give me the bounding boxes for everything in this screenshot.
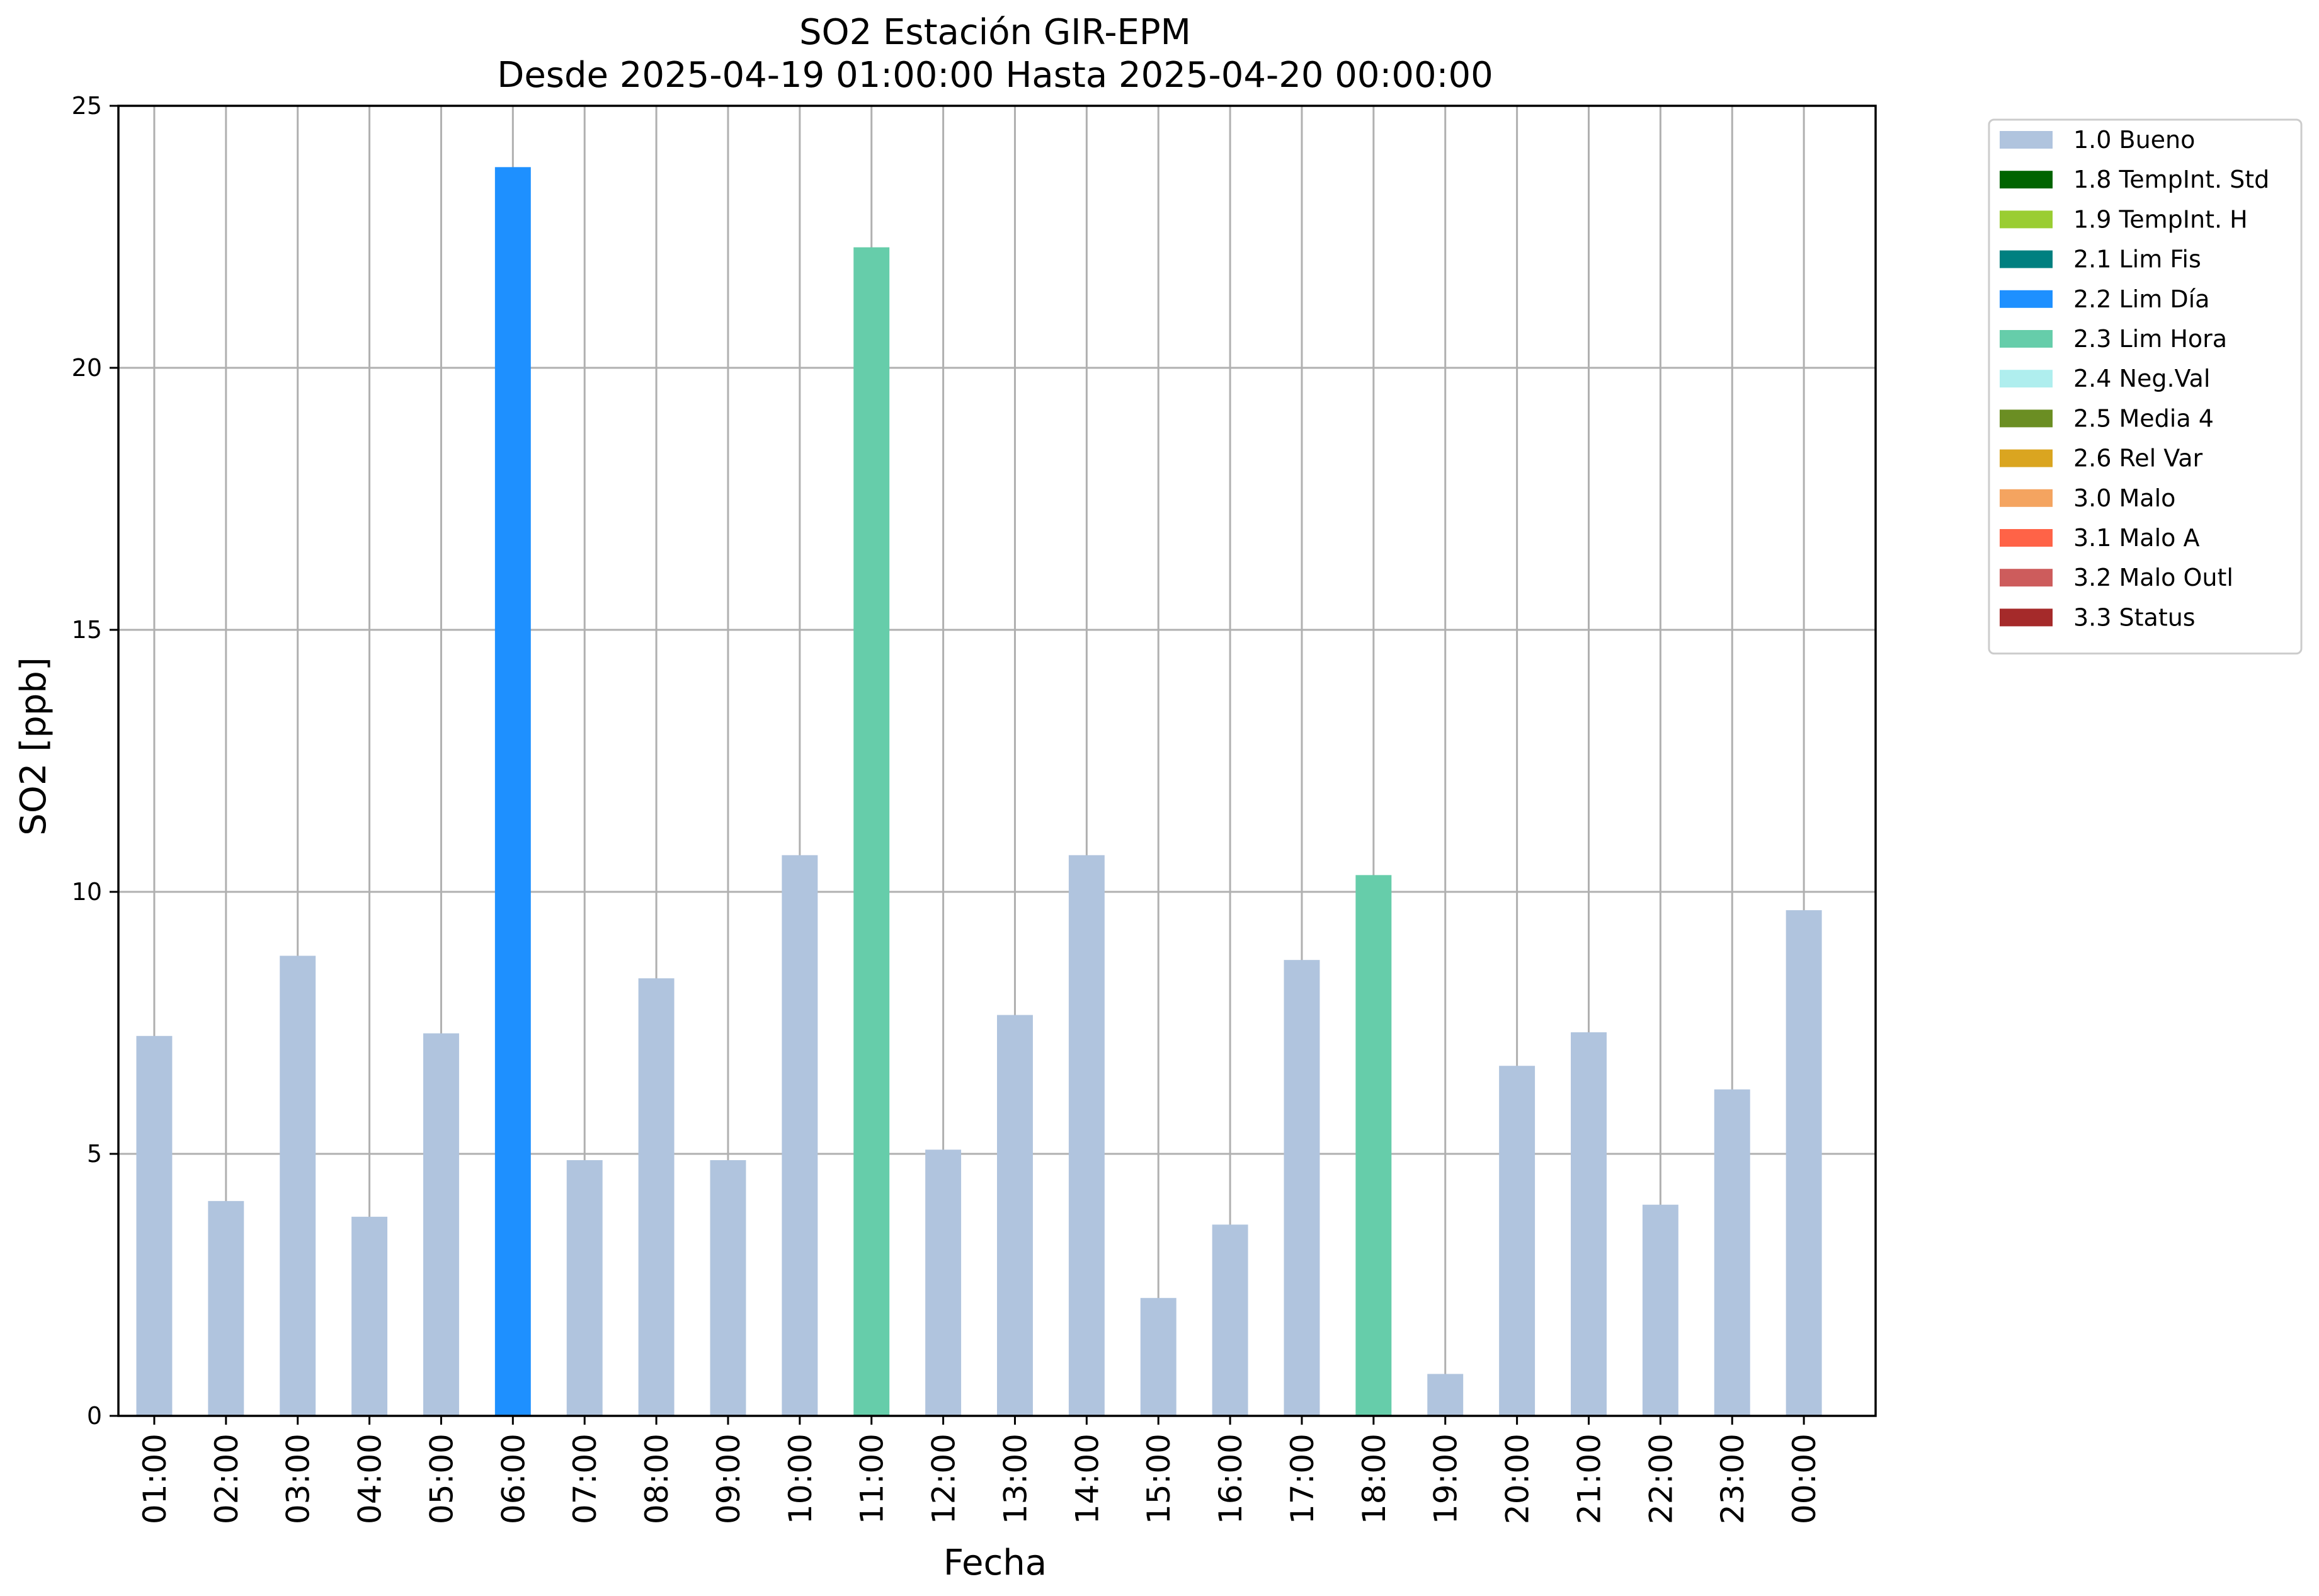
axes: [117, 105, 1877, 1417]
x-tick-label: 23:00: [1714, 1434, 1751, 1524]
legend-swatch: [2000, 171, 2053, 189]
bar-18:00: [1355, 875, 1392, 1416]
bar-02:00: [208, 1200, 244, 1416]
legend-frame: [1988, 118, 2303, 655]
bar-08:00: [638, 978, 675, 1416]
bar-05:00: [423, 1033, 459, 1416]
legend-swatch: [2000, 330, 2053, 348]
legend-swatch: [2000, 569, 2053, 587]
x-tick-label: 20:00: [1500, 1434, 1536, 1524]
x-tick-label: 06:00: [495, 1434, 532, 1524]
bars: [136, 167, 1822, 1416]
x-tick-label: 12:00: [926, 1434, 962, 1524]
bar-06:00: [494, 167, 531, 1416]
bar-13:00: [997, 1015, 1033, 1416]
bar-15:00: [1140, 1297, 1177, 1416]
legend-label: 3.2 Malo Outl: [2073, 564, 2233, 591]
y-axis-label: SO2 [ppb]: [13, 657, 54, 835]
x-tick-label: 22:00: [1643, 1434, 1679, 1524]
legend-swatch: [2000, 409, 2053, 428]
bar-23:00: [1714, 1089, 1750, 1416]
x-tick-label: 04:00: [352, 1434, 389, 1524]
legend-label: 1.0 Bueno: [2073, 126, 2195, 154]
chart-subtitle: Desde 2025-04-19 01:00:00 Hasta 2025-04-…: [497, 55, 1493, 96]
x-tick-label: 21:00: [1571, 1434, 1607, 1524]
bar-07:00: [566, 1160, 603, 1416]
bar-22:00: [1642, 1204, 1678, 1416]
y-tick-label: 0: [87, 1402, 102, 1430]
x-tick-label: 19:00: [1428, 1434, 1464, 1524]
legend-swatch: [2000, 489, 2053, 507]
legend: 1.0 Bueno 1.8 TempInt. Std 1.9 TempInt. H 2…: [1988, 118, 2303, 655]
bar-14:00: [1068, 855, 1105, 1416]
x-tick-label: 13:00: [997, 1434, 1034, 1524]
chart-title: SO2 Estación GIR-EPM: [799, 12, 1191, 53]
legend-swatch: [2000, 370, 2053, 388]
x-tick-label: 00:00: [1786, 1434, 1823, 1524]
bar-09:00: [710, 1160, 746, 1416]
bar-19:00: [1427, 1374, 1464, 1416]
x-tick-label: 18:00: [1356, 1434, 1393, 1524]
x-tick-label: 15:00: [1141, 1434, 1177, 1524]
legend-label: 2.6 Rel Var: [2073, 445, 2203, 472]
y-tick-label: 10: [72, 878, 102, 906]
bar-11:00: [853, 247, 890, 1416]
legend-label: 2.5 Media 4: [2073, 404, 2214, 432]
y-tick-label: 25: [72, 92, 102, 120]
bar-03:00: [280, 955, 316, 1416]
plot-frame: [117, 105, 1877, 1417]
legend-label: 1.9 TempInt. H: [2073, 205, 2248, 233]
bar-10:00: [782, 855, 818, 1416]
x-tick-label: 01:00: [137, 1434, 173, 1524]
bar-00:00: [1786, 910, 1822, 1416]
bar-12:00: [925, 1149, 962, 1416]
bar-01:00: [136, 1035, 173, 1416]
legend-swatch: [2000, 608, 2053, 627]
x-tick-label: 09:00: [710, 1434, 747, 1524]
legend-label: 3.0 Malo: [2073, 484, 2175, 512]
x-tick-label: 08:00: [639, 1434, 675, 1524]
legend-label: 2.4 Neg.Val: [2073, 365, 2210, 392]
legend-swatch: [2000, 210, 2053, 229]
x-tick-label: 03:00: [280, 1434, 317, 1524]
bar-17:00: [1284, 960, 1320, 1416]
y-tick-label: 20: [72, 354, 102, 382]
x-axis-label: Fecha: [943, 1542, 1047, 1583]
x-tick-label: 10:00: [782, 1434, 819, 1524]
legend-swatch: [2000, 290, 2053, 308]
x-tick-label: 07:00: [567, 1434, 603, 1524]
bar-16:00: [1212, 1224, 1248, 1416]
legend-label: 2.3 Lim Hora: [2073, 325, 2227, 353]
y-ticks: 0 5 10 15 20 25: [72, 92, 118, 1430]
bar-21:00: [1571, 1032, 1607, 1416]
legend-label: 3.3 Status: [2073, 603, 2196, 631]
x-ticks: 01:00 02:00 03:00 04:00 05:00 06:00 07:00 08:00…: [137, 1416, 1823, 1524]
x-tick-label: 05:00: [423, 1434, 460, 1524]
legend-swatch: [2000, 529, 2053, 547]
legend-label: 3.1 Malo A: [2073, 524, 2199, 552]
y-tick-label: 5: [87, 1140, 102, 1168]
legend-label: 1.8 TempInt. Std: [2073, 166, 2269, 193]
x-tick-label: 17:00: [1284, 1434, 1321, 1524]
legend-swatch: [2000, 250, 2053, 268]
legend-swatch: [2000, 449, 2053, 467]
y-tick-label: 15: [72, 616, 102, 644]
bar-20:00: [1499, 1066, 1536, 1416]
legend-swatch: [2000, 131, 2053, 149]
x-tick-label: 11:00: [854, 1434, 891, 1524]
bar-04:00: [351, 1216, 388, 1416]
x-tick-label: 02:00: [208, 1434, 245, 1524]
legend-label: 2.1 Lim Fis: [2073, 246, 2201, 273]
x-tick-label: 14:00: [1069, 1434, 1105, 1524]
legend-label: 2.2 Lim Día: [2073, 285, 2209, 313]
x-tick-label: 16:00: [1212, 1434, 1249, 1524]
